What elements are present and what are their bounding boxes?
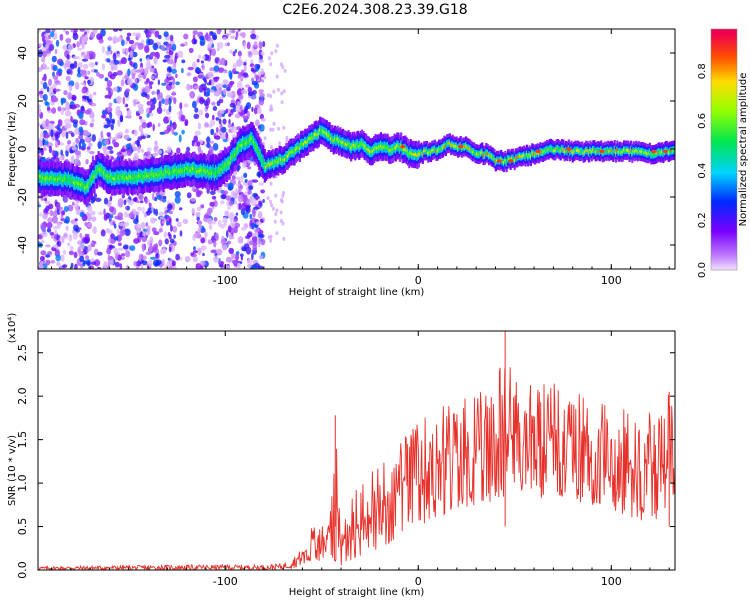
y-tick-label: 0 xyxy=(16,146,29,153)
y-tick-label: 0.0 xyxy=(16,561,29,579)
y-axis-label: SNR (10 * v/v) xyxy=(7,435,18,506)
ridge-peak xyxy=(662,149,668,154)
x-tick-label: -100 xyxy=(213,575,238,588)
snr-frame xyxy=(37,330,676,571)
colorbar xyxy=(711,29,737,271)
colorbar-tick-label: 0.0 xyxy=(697,262,708,278)
ridge-peak xyxy=(458,144,464,149)
colorbar-tick-label: 0.4 xyxy=(697,163,708,179)
y-multiplier-label: (x10⁴) xyxy=(7,313,18,344)
y-tick-label: 1.0 xyxy=(16,474,29,492)
ridge-peak xyxy=(400,144,406,149)
heatmap-noise-cloud xyxy=(38,29,289,269)
heatmap-ridge xyxy=(38,116,675,205)
ridge-peak xyxy=(599,149,605,154)
colorbar-tick-label: 0.6 xyxy=(697,113,708,129)
colorbar-frame xyxy=(710,28,738,271)
ridge-peak xyxy=(566,147,572,151)
x-tick-label: 100 xyxy=(601,274,622,287)
ridge-peak xyxy=(651,149,657,154)
y-axis-label: Frequency (Hz) xyxy=(7,111,18,187)
ridge-peak xyxy=(496,159,502,163)
snr-line xyxy=(38,367,675,570)
figure-title: C2E6.2024.308.23.39.G18 xyxy=(282,2,468,18)
heatmap-plot-area xyxy=(38,29,675,269)
colorbar-label: Normalized spectral amplitude xyxy=(738,73,749,227)
y-tick-label: 1.5 xyxy=(16,431,29,449)
x-tick-label: -100 xyxy=(213,274,238,287)
y-tick-label: 2.5 xyxy=(16,344,29,362)
colorbar-tick-label: 0.8 xyxy=(697,63,708,79)
y-tick-label: 2.0 xyxy=(16,387,29,405)
colorbar-tick-label: 0.2 xyxy=(697,212,708,228)
y-tick-label: -40 xyxy=(16,236,29,254)
ridge-peak xyxy=(508,159,514,163)
y-tick-label: 0.5 xyxy=(16,518,29,536)
y-tick-label: 40 xyxy=(16,46,29,60)
x-axis-label: Height of straight line (km) xyxy=(289,287,425,298)
x-axis-label: Height of straight line (km) xyxy=(289,587,425,598)
ridge-peak xyxy=(535,149,541,154)
y-tick-label: 20 xyxy=(16,94,29,108)
x-tick-label: 100 xyxy=(601,575,622,588)
y-tick-label: -20 xyxy=(16,188,29,206)
x-tick-label: 0 xyxy=(415,575,422,588)
x-tick-label: 0 xyxy=(415,274,422,287)
